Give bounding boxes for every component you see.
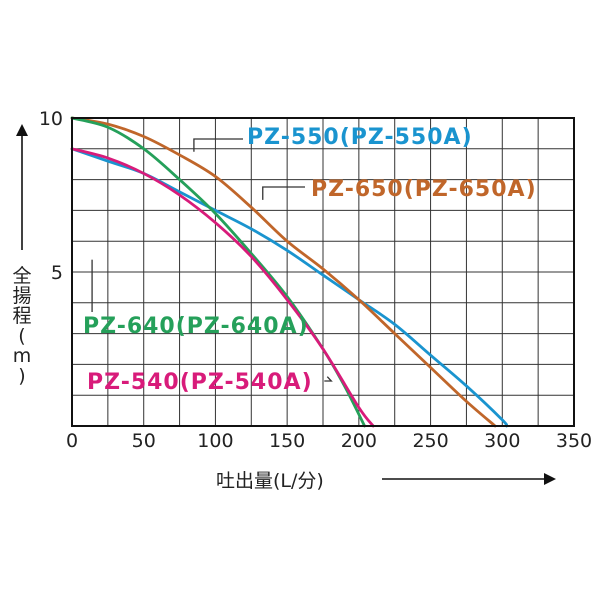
leader-pz-550 <box>193 138 243 152</box>
y-axis-label-char: 全 <box>12 265 31 287</box>
y-axis-label-char: ) <box>18 365 25 387</box>
y-axis-label-char: 揚 <box>12 285 31 307</box>
x-tick-label: 300 <box>484 430 520 452</box>
grid <box>72 118 574 426</box>
x-axis-arrowhead <box>544 473 556 485</box>
series-line-pz-650 <box>70 116 497 428</box>
y-tick-label: 10 <box>39 108 63 130</box>
y-axis-label-char: ( <box>18 325 25 347</box>
series-group <box>70 116 509 428</box>
legend-label-pz-640: PZ-640(PZ-640A) <box>83 314 309 339</box>
plot-frame <box>71 117 575 427</box>
tick-labels: 0 50 100 150 200 250 300 350 5 10 <box>39 108 592 452</box>
y-axis-label-char: 程 <box>12 305 31 327</box>
leader-pz-650 <box>262 186 305 200</box>
y-tick-label: 5 <box>51 262 63 284</box>
x-tick-label: 0 <box>66 430 78 452</box>
y-axis-arrowhead <box>16 124 28 136</box>
x-tick-label: 250 <box>412 430 448 452</box>
y-axis-label-char: m <box>13 345 32 367</box>
x-tick-label: 150 <box>269 430 305 452</box>
legend-leaders <box>91 138 333 382</box>
legend-label-pz-540: PZ-540(PZ-540A) <box>87 370 313 395</box>
x-tick-label: 100 <box>197 430 233 452</box>
x-tick-label: 50 <box>132 430 156 452</box>
leader-pz-540 <box>324 376 333 382</box>
x-tick-label: 200 <box>341 430 377 452</box>
x-tick-label: 350 <box>556 430 592 452</box>
x-axis-label: 吐出量(L/分) <box>216 470 324 492</box>
legend-label-pz-550: PZ-550(PZ-550A) <box>247 125 473 150</box>
y-axis-label: 全揚程(m) <box>12 265 31 387</box>
legend-label-pz-650: PZ-650(PZ-650A) <box>311 177 537 202</box>
series-line-pz-540 <box>70 147 375 428</box>
